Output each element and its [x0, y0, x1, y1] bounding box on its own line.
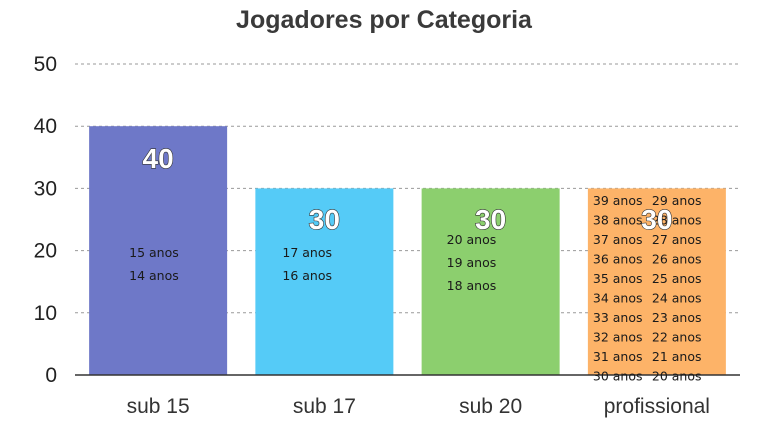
annotation-text: 30 anos [593, 369, 643, 384]
bar-3 [421, 188, 560, 375]
annotation-text: 36 anos [593, 252, 643, 267]
x-tick-label: sub 20 [459, 395, 522, 418]
annotation-text: 14 anos [129, 268, 179, 283]
annotation-text: 16 anos [282, 268, 332, 283]
y-tick-label: 0 [45, 364, 57, 387]
annotation-text: 35 anos [593, 271, 643, 286]
annotation-text: 32 anos [593, 330, 643, 345]
y-tick-label: 30 [34, 177, 57, 200]
annotation-text: 15 anos [129, 245, 179, 260]
annotation-text: 22 anos [652, 330, 702, 345]
annotation-text: 21 anos [652, 349, 702, 364]
x-axis-labels: sub 15 sub 17 sub 20 profissional [127, 395, 710, 418]
data-label: 30 [475, 204, 506, 235]
chart-title: Jogadores por Categoria [236, 6, 533, 34]
annotation-text: 33 anos [593, 310, 643, 325]
y-tick-label: 10 [34, 302, 57, 325]
data-labels: 40 30 30 30 [142, 142, 673, 235]
annotation-text: 19 anos [447, 255, 497, 270]
bar-1 [89, 126, 228, 375]
y-tick-label: 20 [34, 240, 57, 263]
annotation-text: 18 anos [447, 278, 497, 293]
annotation-text: 28 anos [652, 213, 702, 228]
y-tick-label: 50 [34, 53, 57, 76]
annotation-text: 17 anos [282, 245, 332, 260]
data-label: 30 [641, 204, 672, 235]
annotation-text: 38 anos [593, 213, 643, 228]
bar-4 [587, 188, 726, 375]
annotation-text: 31 anos [593, 349, 643, 364]
annotation-text: 26 anos [652, 252, 702, 267]
data-label: 40 [143, 143, 174, 174]
bars [89, 126, 726, 375]
annotation-text: 25 anos [652, 271, 702, 286]
annotation-text: 34 anos [593, 291, 643, 306]
annotation-text: 20 anos [447, 232, 497, 247]
annotation-text: 27 anos [652, 232, 702, 247]
annotation-text: 39 anos [593, 193, 643, 208]
annotation-text: 37 anos [593, 232, 643, 247]
x-tick-label: sub 17 [293, 395, 356, 418]
y-tick-label: 40 [34, 115, 57, 138]
annotation-text: 24 anos [652, 291, 702, 306]
y-axis: 0 10 20 30 40 50 [34, 53, 740, 387]
annotation-text: 20 anos [652, 369, 702, 384]
bar-annotations: 15 anos 14 anos 17 anos 16 anos 20 anos 19 an… [129, 193, 701, 384]
annotation-text: 23 anos [652, 310, 702, 325]
x-tick-label: sub 15 [127, 395, 190, 418]
data-label: 30 [309, 204, 340, 235]
annotation-text: 29 anos [652, 193, 702, 208]
bar-2 [255, 188, 394, 375]
x-tick-label: profissional [604, 395, 710, 418]
